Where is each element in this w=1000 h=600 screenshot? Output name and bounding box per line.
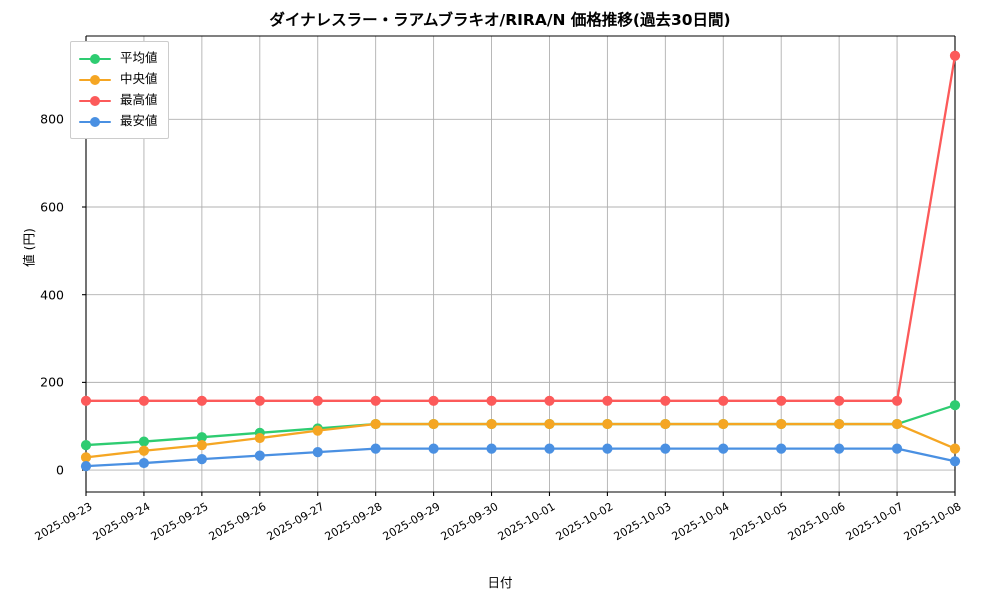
data-point-marker	[834, 395, 845, 406]
data-point-marker	[196, 439, 207, 451]
data-point-marker	[486, 443, 497, 454]
data-point-marker	[312, 447, 323, 458]
data-point-marker	[776, 395, 787, 406]
data-point-marker	[660, 443, 671, 454]
data-point-marker	[891, 443, 903, 454]
data-point-marker	[254, 395, 265, 406]
legend-label: 最高値	[120, 92, 158, 108]
data-point-marker	[602, 418, 613, 430]
data-point-marker	[776, 443, 787, 454]
x-axis-label: 日付	[487, 575, 513, 590]
data-point-marker	[370, 443, 381, 454]
data-point-marker	[138, 395, 150, 406]
data-point-marker	[891, 418, 903, 430]
data-point-marker	[370, 395, 381, 406]
data-point-marker	[80, 452, 92, 463]
data-point-marker	[428, 395, 439, 406]
data-point-marker	[891, 395, 903, 406]
legend-swatch-icon	[79, 115, 111, 129]
legend-swatch-icon	[79, 94, 111, 108]
data-point-marker	[949, 456, 961, 467]
y-axis-tick-label: 0	[56, 462, 64, 478]
data-point-marker	[486, 395, 497, 406]
y-axis-tick-label: 800	[40, 111, 64, 127]
chart-legend: 平均値中央値最高値最安値	[70, 41, 169, 139]
data-point-marker	[949, 400, 961, 411]
data-point-marker	[718, 443, 729, 454]
data-point-marker	[718, 418, 729, 430]
data-point-marker	[949, 443, 961, 454]
y-axis-tick-label: 600	[40, 199, 64, 215]
data-point-marker	[834, 418, 845, 430]
data-point-marker	[428, 443, 439, 454]
data-point-marker	[196, 432, 207, 443]
y-axis-tick-label: 200	[40, 374, 64, 390]
data-point-marker	[138, 457, 150, 469]
legend-swatch-icon	[79, 52, 111, 66]
data-point-marker	[428, 418, 439, 430]
series-line	[84, 54, 957, 402]
series-line	[84, 422, 957, 459]
legend-entry: 中央値	[79, 69, 158, 90]
legend-swatch-icon	[79, 73, 111, 87]
data-point-marker	[544, 395, 555, 406]
data-point-marker	[776, 418, 787, 430]
data-point-marker	[602, 395, 613, 406]
data-point-marker	[138, 445, 150, 456]
legend-label: 平均値	[120, 50, 158, 66]
legend-label: 中央値	[120, 71, 158, 87]
data-point-marker	[138, 436, 150, 447]
data-point-marker	[196, 395, 207, 406]
data-point-marker	[949, 50, 961, 61]
data-point-marker	[544, 418, 555, 430]
data-point-marker	[80, 461, 92, 472]
y-axis-tick-label: 400	[40, 287, 64, 303]
data-point-marker	[254, 432, 265, 444]
legend-label: 最安値	[120, 113, 158, 129]
data-point-marker	[486, 418, 497, 430]
chart-title: ダイナレスラー・ラアムブラキオ/RIRA/N 価格推移(過去30日間)	[269, 11, 731, 29]
data-point-marker	[80, 395, 92, 406]
legend-entry: 平均値	[79, 48, 158, 69]
data-point-marker	[370, 418, 381, 430]
data-point-marker	[660, 418, 671, 430]
y-axis-tick-labels: 0 200 400 600 800	[18, 0, 64, 600]
data-point-marker	[660, 395, 671, 406]
series-line	[84, 447, 957, 468]
data-point-marker	[196, 454, 207, 465]
data-point-marker	[544, 443, 555, 454]
legend-entry: 最安値	[79, 111, 158, 132]
data-point-marker	[80, 439, 92, 451]
data-point-marker	[312, 425, 323, 436]
data-point-marker	[602, 443, 613, 454]
data-point-marker	[718, 395, 729, 406]
data-point-marker	[312, 395, 323, 406]
legend-entry: 最高値	[79, 90, 158, 111]
data-point-marker	[834, 443, 845, 454]
data-point-marker	[254, 450, 265, 461]
